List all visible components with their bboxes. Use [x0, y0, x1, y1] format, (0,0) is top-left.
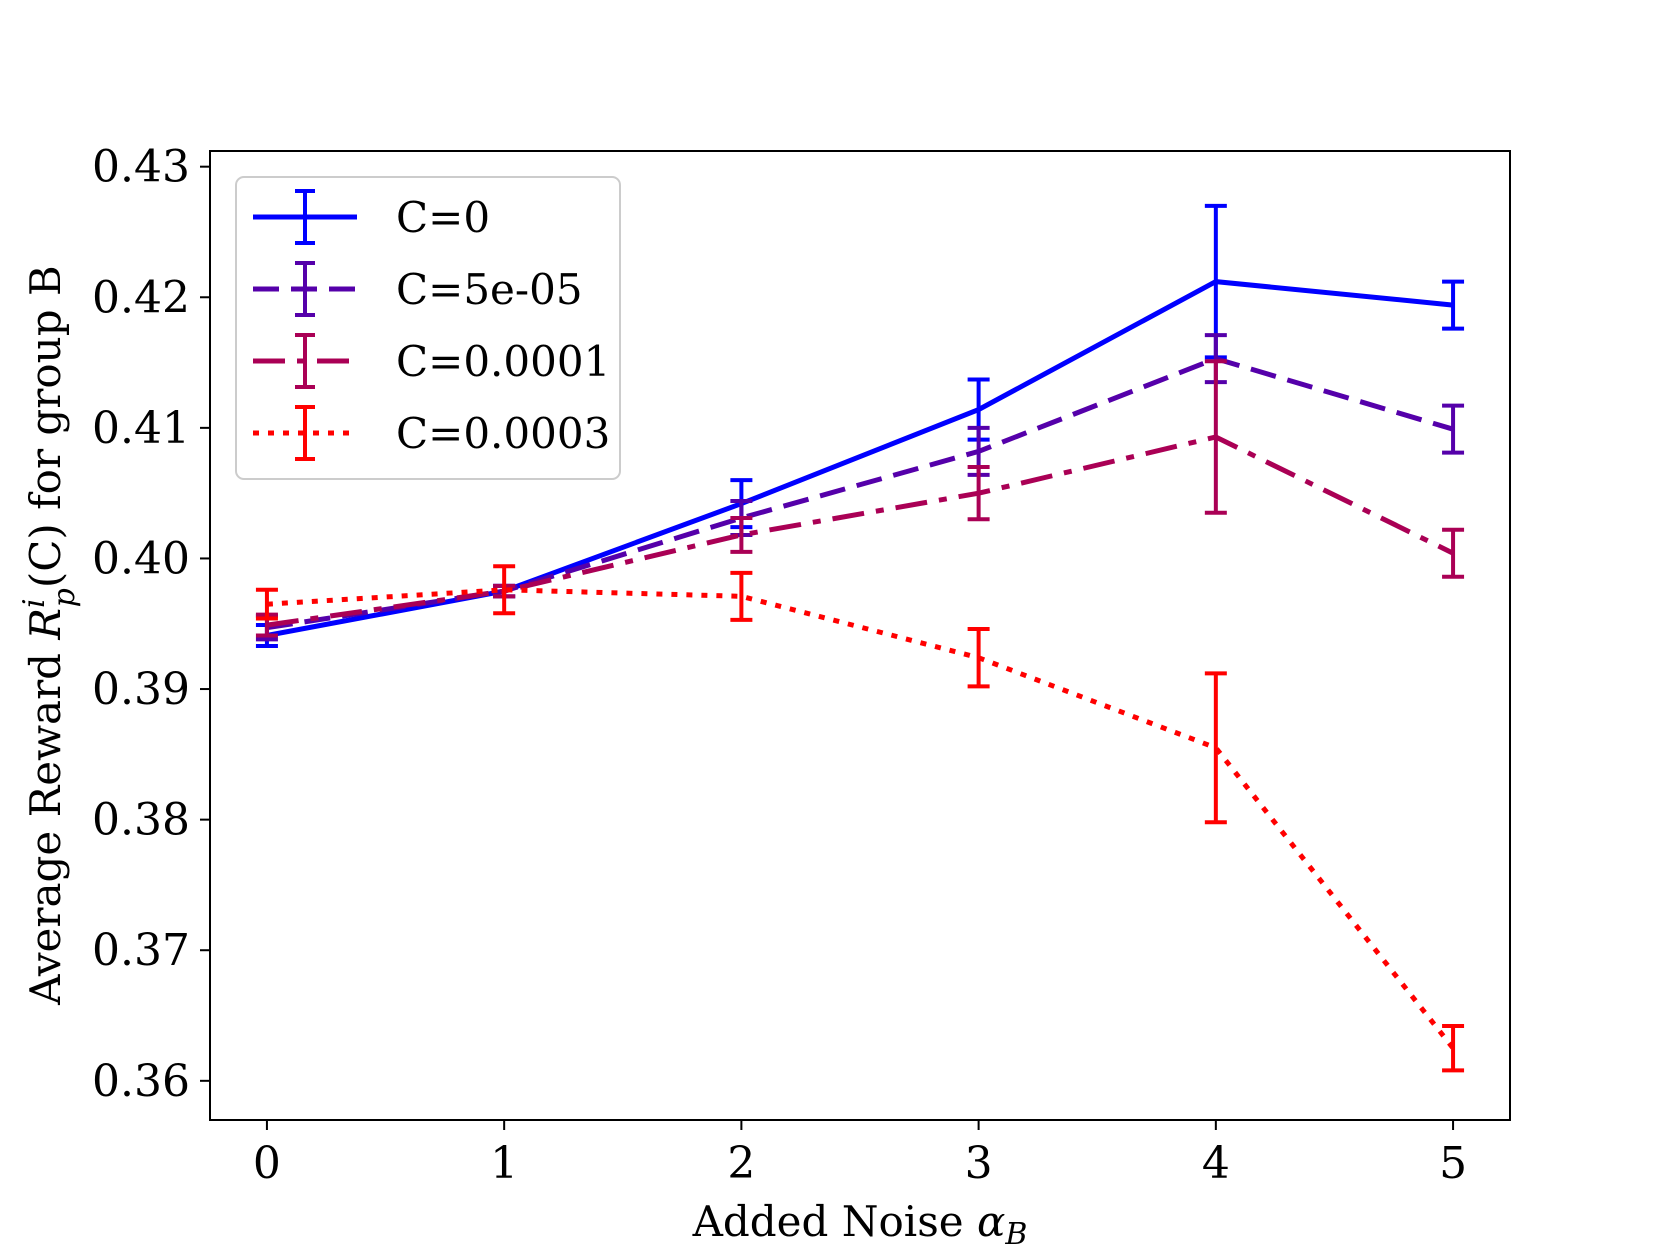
y-axis-label-symbol: R — [21, 608, 70, 641]
y-tick-label: 0.37 — [92, 925, 190, 976]
legend-label: C=0.0001 — [396, 337, 610, 386]
x-tick-label: 3 — [965, 1138, 993, 1189]
error-bar — [1204, 671, 1227, 825]
error-bar — [493, 564, 516, 616]
error-bar — [1442, 403, 1465, 455]
legend-entry: C=0.0003 — [253, 405, 610, 461]
error-bar — [967, 626, 990, 689]
error-bar — [255, 587, 278, 621]
legend-label: C=0 — [396, 193, 490, 242]
y-axis: 0.36 0.37 0.38 0.39 0.40 0.41 0.42 0.43 — [92, 142, 210, 1107]
y-axis-label-superscript: i — [17, 598, 52, 608]
x-axis-label-subscript: B — [1004, 1217, 1027, 1245]
y-tick-label: 0.43 — [92, 142, 190, 193]
y-axis-label: Average Reward Rip(C) for group B — [17, 265, 82, 1006]
y-tick-label: 0.38 — [92, 795, 190, 846]
legend-box — [235, 176, 621, 480]
x-axis-label: Added Noise αB — [692, 1197, 1028, 1245]
error-bar — [1204, 359, 1227, 515]
x-tick-label: 2 — [727, 1138, 755, 1189]
plot-frame — [209, 150, 1511, 1121]
y-tick-label: 0.42 — [92, 272, 190, 323]
error-bar — [1442, 279, 1465, 331]
y-tick-label: 0.39 — [92, 664, 190, 715]
error-bar — [730, 515, 753, 554]
x-tick-label: 1 — [490, 1138, 518, 1189]
x-tick-label: 5 — [1439, 1138, 1467, 1189]
error-bar — [967, 465, 990, 522]
y-tick-label: 0.40 — [92, 533, 190, 584]
legend: C=0 C=5e-05 C=0.0001 C=0.0003 — [235, 176, 621, 480]
series-line — [266, 587, 1456, 1050]
y-axis-label-subscript: p — [47, 588, 82, 607]
x-axis: 0 1 2 3 4 5 — [253, 1120, 1467, 1189]
legend-entry: C=5e-05 — [253, 261, 583, 317]
x-tick-label: 4 — [1202, 1138, 1230, 1189]
x-axis-label-symbol: α — [977, 1197, 1005, 1245]
series-line — [266, 434, 1455, 628]
y-axis-label-argument: (C) — [21, 523, 70, 588]
y-tick-label: 0.41 — [92, 403, 190, 454]
error-bar — [1442, 527, 1465, 579]
legend-entry: C=0.0001 — [253, 333, 610, 389]
series-layer — [255, 203, 1465, 1073]
error-bar — [1442, 1023, 1465, 1073]
legend-label: C=0.0003 — [396, 409, 610, 458]
x-tick-label: 0 — [253, 1138, 281, 1189]
legend-entry: C=0 — [253, 189, 490, 245]
legend-label: C=5e-05 — [396, 265, 583, 314]
y-tick-label: 0.36 — [92, 1056, 190, 1107]
error-bar — [730, 570, 753, 622]
series-4 — [255, 564, 1465, 1073]
